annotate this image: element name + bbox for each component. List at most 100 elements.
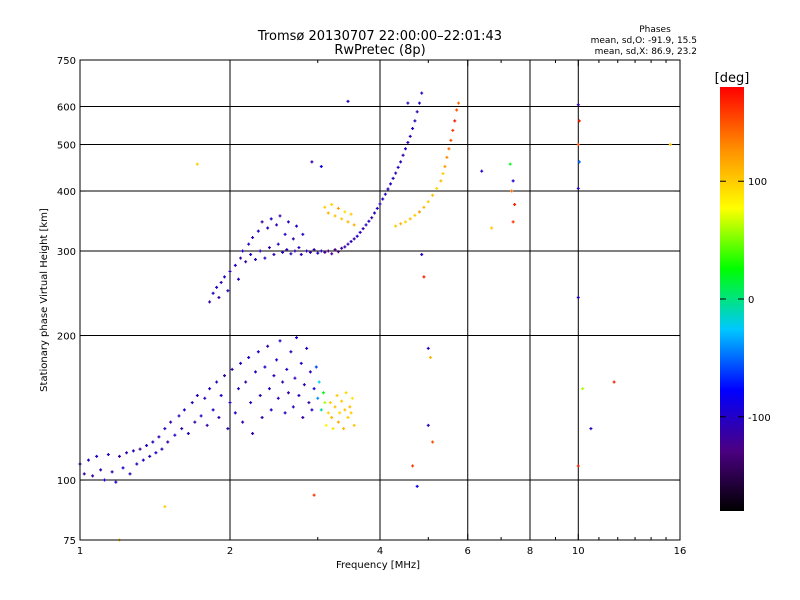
- data-point: [256, 350, 260, 354]
- data-point: [302, 383, 306, 387]
- data-point: [291, 237, 295, 241]
- data-point: [82, 472, 86, 476]
- data-point: [131, 449, 135, 453]
- data-point: [166, 440, 170, 444]
- data-point: [336, 206, 340, 210]
- data-point: [323, 205, 327, 209]
- data-point: [260, 220, 264, 224]
- data-point: [173, 433, 177, 437]
- data-point: [297, 394, 301, 398]
- data-point: [343, 210, 347, 214]
- data-point: [336, 420, 340, 424]
- data-point: [199, 414, 203, 418]
- data-point: [342, 427, 346, 431]
- data-point: [316, 396, 320, 400]
- data-point: [276, 396, 280, 400]
- data-point: [451, 128, 455, 132]
- data-point: [576, 464, 580, 468]
- data-point: [343, 245, 347, 249]
- data-point: [319, 164, 323, 168]
- data-point: [308, 370, 312, 374]
- data-point: [163, 427, 167, 431]
- data-point: [576, 296, 580, 300]
- data-point: [223, 374, 227, 378]
- data-point: [338, 411, 342, 415]
- data-point: [249, 253, 253, 257]
- data-point: [138, 447, 142, 451]
- data-point: [330, 252, 334, 256]
- data-point: [316, 251, 320, 255]
- data-point: [428, 355, 432, 359]
- data-point: [145, 444, 149, 448]
- data-point: [349, 411, 353, 415]
- data-point: [180, 427, 184, 431]
- data-point: [219, 280, 223, 284]
- data-point: [106, 453, 110, 457]
- data-point: [103, 478, 107, 482]
- data-point: [117, 454, 121, 458]
- data-point: [215, 285, 219, 289]
- data-point: [141, 458, 145, 462]
- data-point: [340, 217, 344, 221]
- data-point: [391, 176, 395, 180]
- data-point: [589, 427, 593, 431]
- colorbar: [deg] 100 0 -100: [715, 71, 771, 511]
- data-point: [289, 350, 293, 354]
- data-point: [431, 440, 435, 444]
- data-point: [267, 246, 271, 250]
- data-point: [285, 367, 289, 371]
- data-point: [577, 160, 581, 164]
- data-point: [121, 466, 125, 470]
- data-point: [399, 222, 403, 226]
- data-point: [182, 408, 186, 412]
- data-point: [361, 227, 365, 231]
- data-point: [247, 355, 251, 359]
- data-point: [417, 101, 421, 105]
- data-point: [401, 153, 405, 157]
- data-point: [160, 447, 164, 451]
- data-point: [312, 387, 316, 391]
- data-point: [249, 401, 253, 405]
- data-point: [355, 234, 359, 238]
- data-point: [244, 380, 248, 384]
- data-point: [312, 493, 316, 497]
- data-point: [319, 249, 323, 253]
- colorbar-tick-label: 0: [748, 295, 754, 306]
- data-point: [403, 147, 407, 151]
- data-point: [86, 458, 90, 462]
- data-point: [278, 339, 282, 343]
- data-point: [256, 229, 260, 233]
- data-point: [297, 246, 301, 250]
- stats-line-o: mean, sd,O: -91.9, 15.5: [591, 36, 697, 46]
- data-point: [244, 260, 248, 264]
- data-point: [513, 202, 517, 206]
- data-point: [283, 411, 287, 415]
- data-point: [135, 462, 139, 466]
- data-point: [211, 291, 215, 295]
- data-point: [330, 415, 334, 419]
- x-tick-label: 6: [465, 546, 471, 557]
- data-point: [417, 210, 421, 214]
- data-point: [352, 237, 356, 241]
- stats-line-x: mean, sd,X: 86.9, 23.2: [595, 47, 697, 57]
- data-point: [378, 202, 382, 206]
- data-point: [373, 211, 377, 215]
- data-point: [263, 256, 267, 260]
- data-point: [226, 289, 230, 293]
- data-point: [295, 224, 299, 228]
- data-point: [396, 165, 400, 169]
- data-point: [577, 119, 581, 123]
- colorbar-tick-label: -100: [748, 413, 771, 424]
- data-point: [411, 126, 415, 130]
- data-point: [435, 186, 439, 190]
- data-point: [389, 182, 393, 186]
- data-point: [431, 193, 435, 197]
- data-point: [226, 427, 230, 431]
- data-point: [445, 155, 449, 159]
- data-point: [576, 186, 580, 190]
- data-point: [415, 484, 419, 488]
- data-point: [190, 401, 194, 405]
- data-point: [169, 420, 173, 424]
- data-point: [447, 147, 451, 151]
- data-point: [219, 394, 223, 398]
